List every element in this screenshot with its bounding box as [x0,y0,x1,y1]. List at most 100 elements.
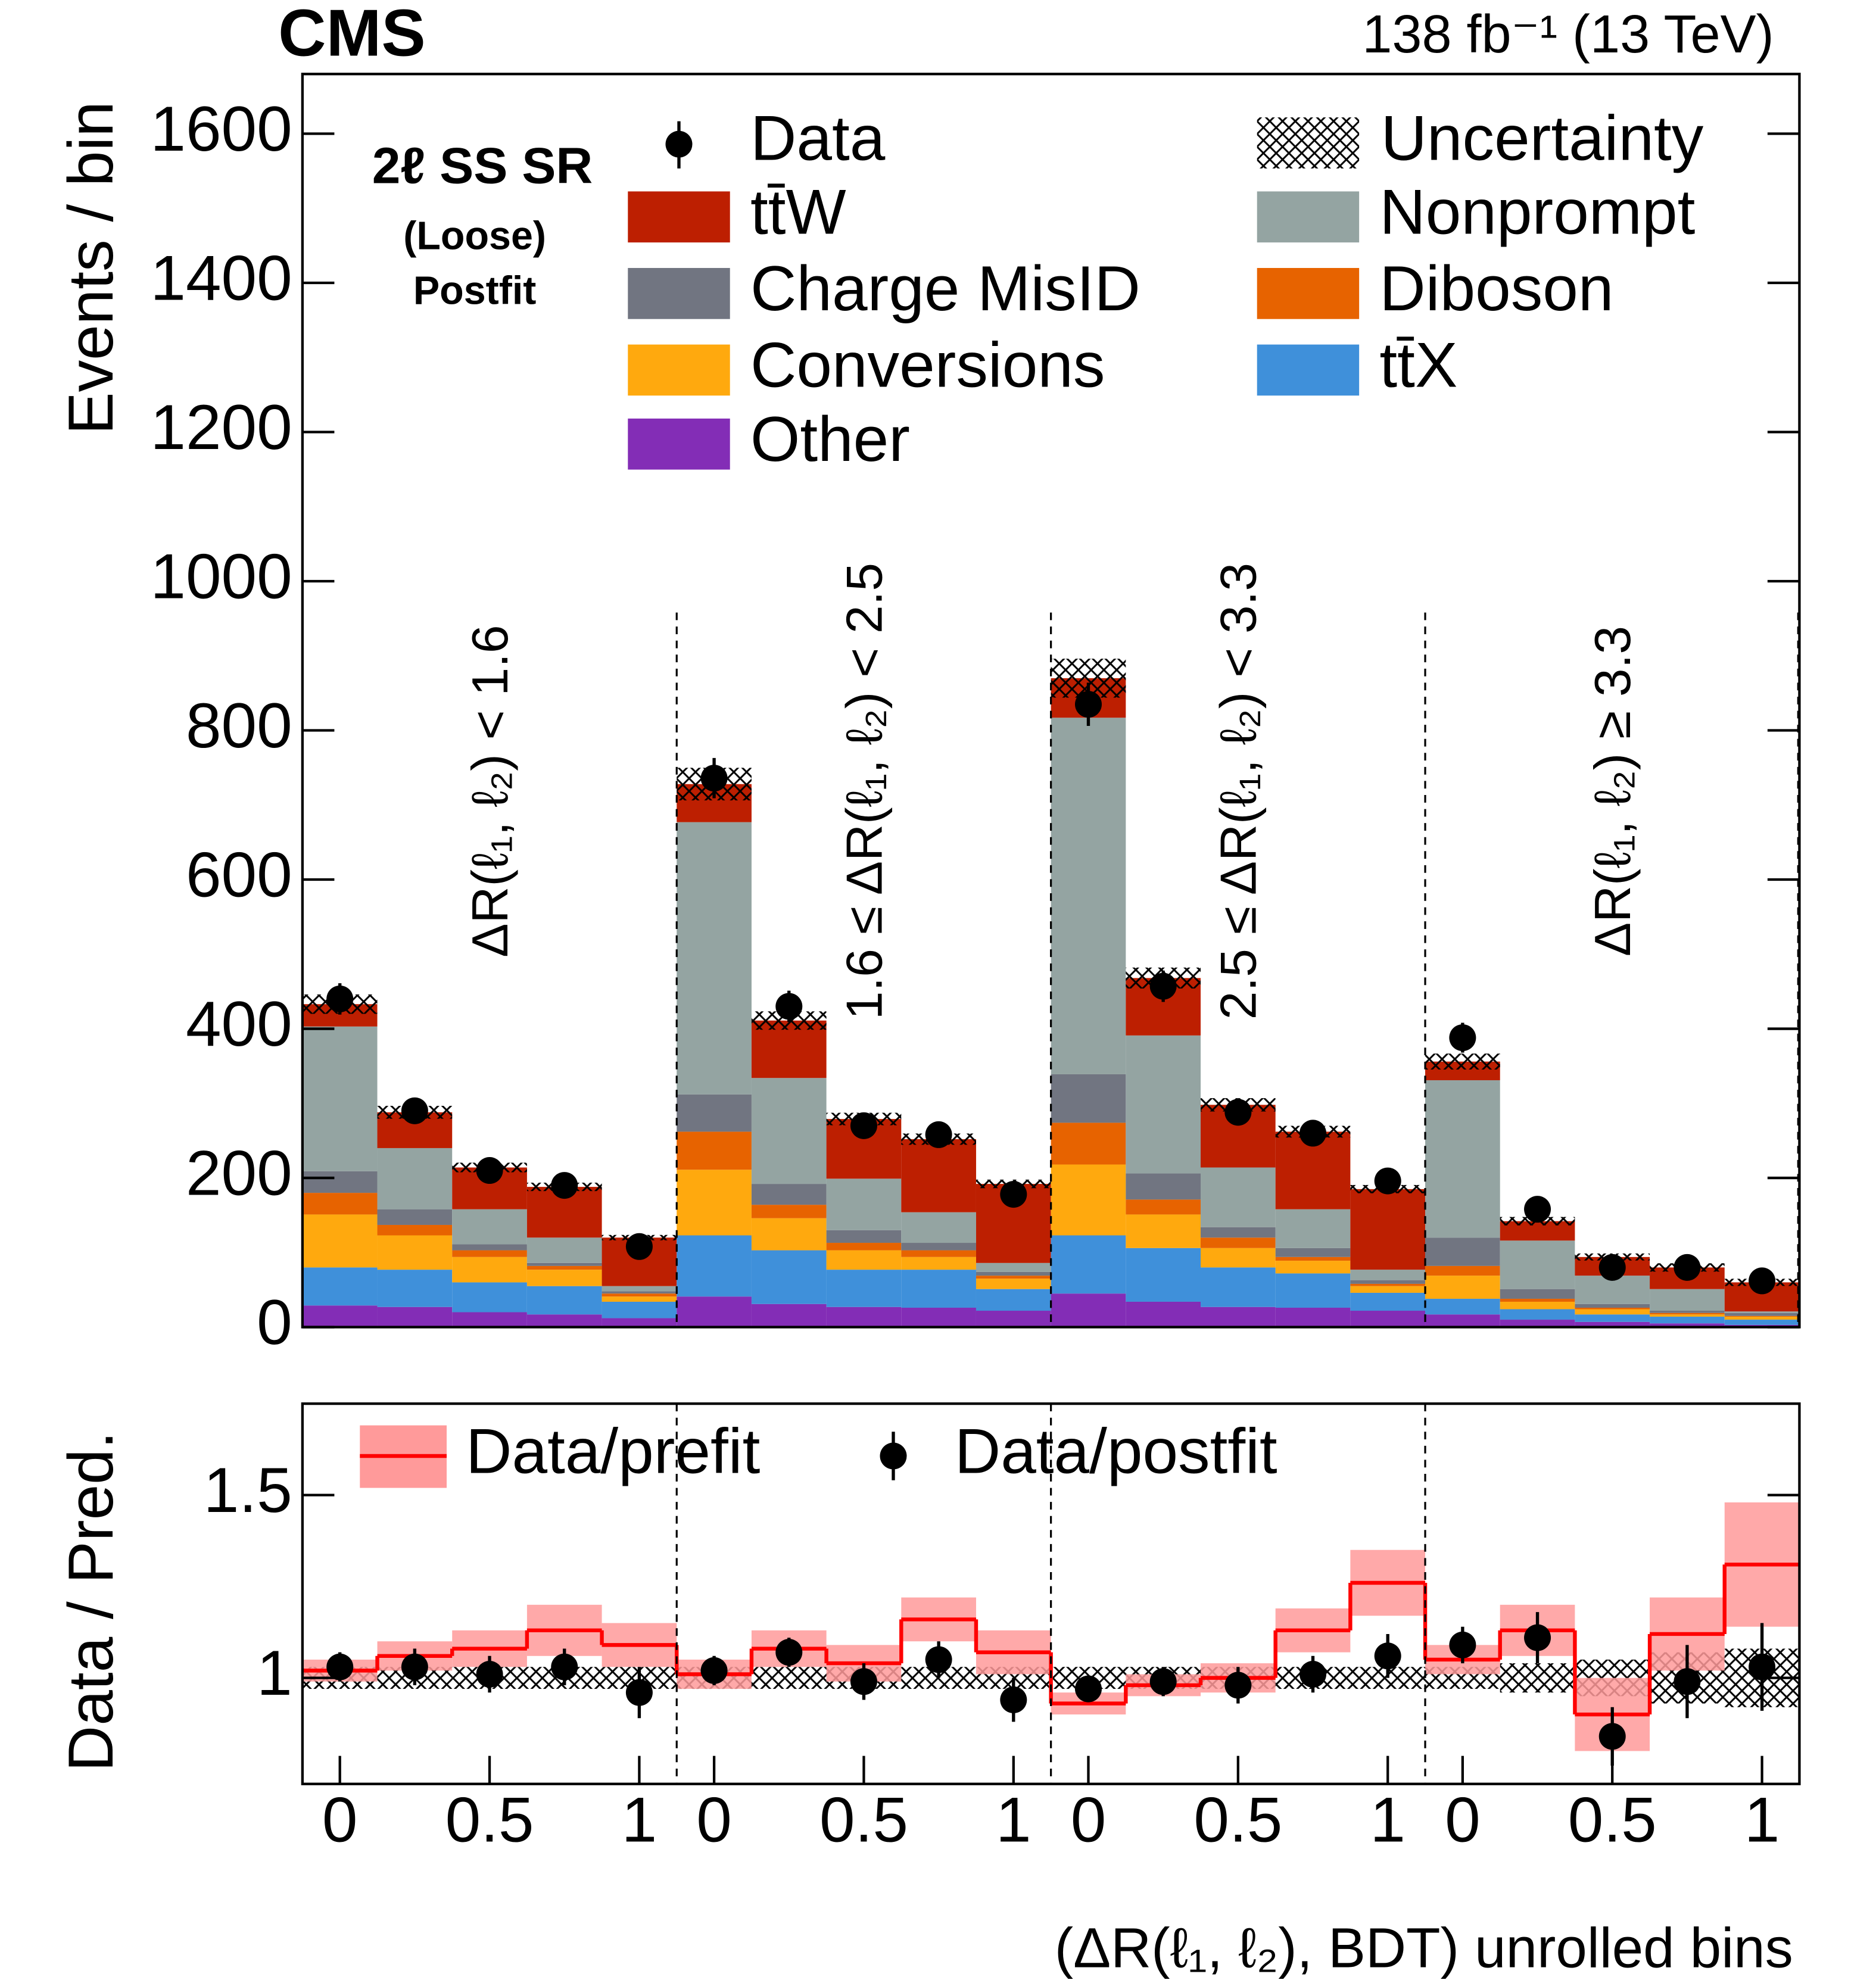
x-tick-label: 1 [1744,1784,1780,1856]
data-point [1300,1120,1327,1147]
stack-segment [901,1250,976,1257]
legend-label: Nonprompt [1379,176,1695,248]
region-label: 2.5 ≤ ΔR(ℓ₁, ℓ₂) < 3.3 [1210,563,1267,1019]
stack-segment [377,1307,453,1327]
stack-segment [1126,1248,1201,1302]
stack-segment [1650,1312,1725,1315]
stack-segment [1051,1293,1126,1327]
stack-segment [377,1224,453,1236]
stack-segment [526,1270,602,1286]
stack-segment [452,1312,527,1327]
stack-segment [901,1139,976,1212]
stack-segment [826,1270,902,1307]
stack-segment [1500,1301,1575,1309]
legend-label: Diboson [1379,252,1613,324]
data-point [1224,1099,1252,1126]
stack-segment [976,1276,1051,1279]
data-point [1074,1675,1102,1703]
data-point [1749,1267,1776,1295]
data-point [700,1657,728,1684]
stack-segment [1201,1307,1276,1327]
data-point [775,993,803,1020]
x-tick-label: 1 [996,1784,1032,1856]
x-tick-label: 0 [1071,1784,1107,1856]
data-point [1749,1653,1776,1680]
data-point [1149,1668,1177,1695]
legend-label: tt̄W [750,176,846,248]
stack-segment [826,1250,902,1270]
data-point [1149,972,1177,1000]
stack-segment [1350,1270,1426,1280]
stack-segment [826,1243,902,1251]
data-point [925,1121,952,1148]
stack-segment [1500,1298,1575,1302]
x-tick-label: 0.5 [1193,1784,1282,1856]
x-tick-label: 0.5 [445,1784,534,1856]
y-tick-label: 800 [186,690,292,761]
stack-segment [1350,1292,1426,1311]
data-point [925,1646,952,1673]
stack-segment [1126,1173,1201,1200]
stack-segment [901,1243,976,1251]
y-axis-label: Events / bin [55,101,126,435]
stack-segment [901,1270,976,1308]
stack-segment [1126,1035,1201,1174]
stack-segment [1575,1308,1650,1309]
stack-segment [901,1212,976,1243]
stack-segment [1051,1123,1126,1165]
data-point [625,1233,653,1260]
data-point [1074,691,1102,718]
legend-marker [880,1442,907,1470]
x-tick-label: 1 [1370,1784,1406,1856]
stack-segment [751,1304,827,1327]
stack-segment [602,1291,677,1294]
stack-segment [1275,1273,1351,1308]
legend-label: Data/prefit [466,1415,760,1486]
stack-segment [976,1262,1051,1272]
y-tick-label: 600 [186,838,292,910]
data-point [850,1112,877,1139]
stack-segment [677,1094,752,1132]
data-point [1524,1624,1551,1651]
data-point [1524,1196,1551,1223]
data-point [1000,1686,1027,1713]
stack-segment [602,1293,677,1297]
y-tick-label: 1600 [150,93,292,164]
data-point [1000,1181,1027,1208]
legend-swatch [1257,191,1360,243]
stack-segment [452,1282,527,1312]
x-tick-label: 0.5 [1568,1784,1657,1856]
stack-segment [602,1296,677,1302]
stack-segment [1425,1276,1500,1299]
stack-segment [1051,1074,1126,1123]
stack-segment [1126,1301,1201,1327]
stack-segment [602,1301,677,1318]
fit-label: Postfit [413,269,537,313]
legend-label: Conversions [750,329,1105,401]
x-tick-label: 0 [1445,1784,1481,1856]
stack-segment [1650,1289,1725,1311]
stack-segment [1425,1265,1500,1276]
stack-segment [1575,1321,1650,1327]
data-point [1224,1672,1252,1699]
stack-segment [1575,1304,1650,1308]
stack-segment [1350,1189,1426,1270]
data-point [1374,1167,1401,1195]
y-tick-label: 1 [257,1637,292,1708]
stack-segment [1650,1323,1725,1327]
stack-segment [452,1244,527,1251]
plot-frame [301,73,1801,1329]
stack-segment [1425,1237,1500,1266]
ratio-y-axis-label: Data / Pred. [55,1431,126,1772]
data-point [1374,1642,1401,1670]
stack-segment [526,1265,602,1270]
stack-segment [1275,1209,1351,1248]
stack-segment [452,1256,527,1283]
data-point [476,1661,503,1688]
y-tick-label: 1400 [150,242,292,313]
stack-segment [1051,718,1126,1074]
uncertainty-band [751,1667,827,1689]
stack-segment [1724,1320,1800,1325]
x-tick-label: 0.5 [819,1784,908,1856]
